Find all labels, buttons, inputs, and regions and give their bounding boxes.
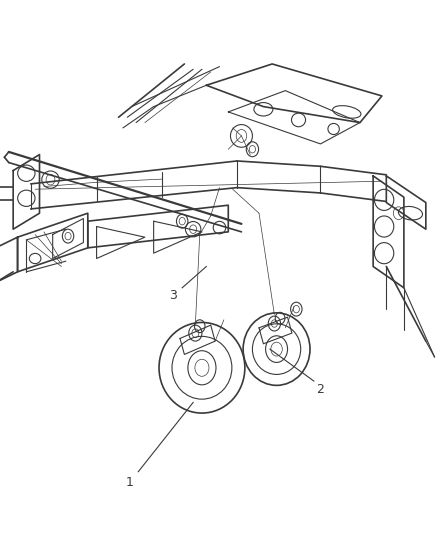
Text: 3: 3 [169, 289, 177, 302]
Text: 1: 1 [125, 476, 133, 489]
Text: 2: 2 [316, 383, 324, 395]
